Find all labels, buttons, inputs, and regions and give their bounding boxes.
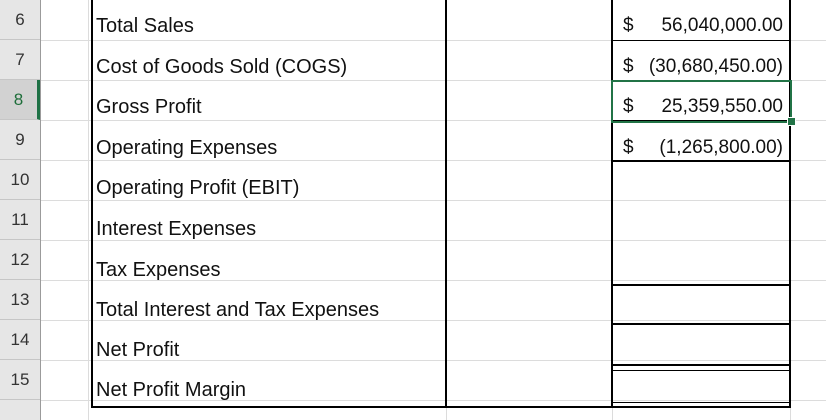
cell-border — [613, 364, 790, 366]
cell-label[interactable]: Gross Profit — [96, 95, 202, 118]
gridline — [41, 320, 826, 321]
row-header[interactable]: 9 — [0, 120, 40, 160]
row-header[interactable]: 11 — [0, 200, 40, 240]
gridline — [41, 40, 826, 41]
gridline — [41, 400, 826, 401]
amount: (1,265,800.00) — [659, 137, 783, 158]
cell-value[interactable]: $ 56,040,000.00 — [613, 6, 789, 46]
currency-symbol: $ — [623, 96, 634, 117]
cell-label[interactable]: Cost of Goods Sold (COGS) — [96, 55, 348, 78]
cell-label[interactable]: Operating Profit (EBIT) — [96, 176, 300, 199]
row-header[interactable]: 15 — [0, 360, 40, 400]
row-header[interactable]: 6 — [0, 0, 40, 40]
currency-symbol: $ — [623, 15, 634, 36]
table-border-middle — [445, 0, 447, 408]
cell-value-selected[interactable]: $ 25,359,550.00 — [613, 87, 789, 127]
currency-symbol: $ — [623, 137, 634, 158]
gridline — [41, 80, 826, 81]
table-border-bottom — [91, 406, 791, 408]
cell-label[interactable]: Tax Expenses — [96, 258, 221, 281]
table-border-right — [789, 0, 791, 408]
row-header[interactable]: 12 — [0, 240, 40, 280]
gridline — [41, 280, 826, 281]
cell-border — [613, 160, 790, 162]
gridline — [41, 360, 826, 361]
gridline — [41, 160, 826, 161]
fill-handle[interactable] — [787, 117, 796, 126]
cell-border — [613, 120, 790, 121]
cell-label[interactable]: Total Interest and Tax Expenses — [96, 298, 380, 321]
currency-symbol: $ — [623, 56, 634, 77]
cell-label[interactable]: Net Profit Margin — [96, 378, 247, 401]
gridline — [41, 120, 826, 121]
row-header[interactable]: 14 — [0, 320, 40, 360]
row-header-column: 6 7 8 9 10 11 12 13 14 15 — [0, 0, 41, 420]
amount: 25,359,550.00 — [661, 96, 783, 117]
cell-value[interactable]: $ (30,680,450.00) — [613, 47, 789, 87]
cell-label[interactable]: Interest Expenses — [96, 217, 257, 240]
cell-border — [613, 284, 790, 286]
cell-border — [613, 402, 790, 403]
row-header[interactable]: 13 — [0, 280, 40, 320]
table-border-value-left — [611, 0, 613, 408]
gridline — [41, 200, 826, 201]
cell-value[interactable]: $ (1,265,800.00) — [613, 128, 789, 168]
amount: (30,680,450.00) — [648, 56, 783, 77]
cell-label[interactable]: Total Sales — [96, 14, 194, 37]
gridline — [88, 0, 89, 420]
row-header[interactable]: 7 — [0, 40, 40, 80]
cell-label[interactable]: Operating Expenses — [96, 136, 278, 159]
table-border-left — [91, 0, 93, 408]
row-header-active[interactable]: 8 — [0, 80, 40, 120]
gridline — [41, 240, 826, 241]
cell-border — [613, 40, 790, 41]
row-header[interactable]: 10 — [0, 160, 40, 200]
cell-label[interactable]: Net Profit — [96, 338, 180, 361]
amount: 56,040,000.00 — [661, 15, 783, 36]
cell-border — [613, 323, 790, 325]
cell-border — [613, 370, 790, 371]
